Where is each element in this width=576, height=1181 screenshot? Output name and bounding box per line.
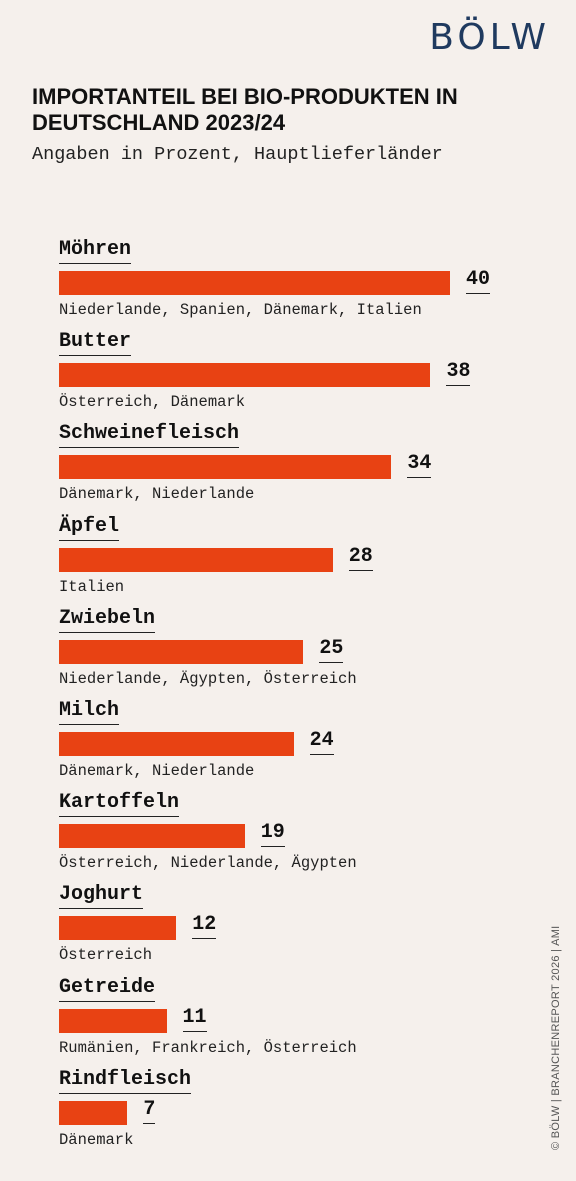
bar: [59, 824, 245, 849]
value-label: 11: [182, 1006, 207, 1032]
supplier-countries: Italien: [59, 577, 125, 596]
bar: [59, 547, 333, 572]
category-label: Getreide: [59, 976, 156, 1002]
bar: [59, 732, 294, 756]
value-label: 34: [407, 452, 432, 479]
supplier-countries: Österreich, Dänemark: [59, 393, 246, 412]
category-label: Butter: [59, 330, 132, 357]
bar: [59, 639, 304, 664]
category-label: Rindfleisch: [59, 1068, 192, 1094]
bar: [59, 363, 431, 388]
supplier-countries: Dänemark: [59, 1130, 134, 1149]
category-label: Milch: [59, 699, 120, 725]
category-label: Schweinefleisch: [59, 422, 240, 449]
value-label: 38: [446, 360, 471, 387]
supplier-countries: Niederlande, Spanien, Dänemark, Italien: [59, 301, 422, 319]
bar: [59, 916, 177, 941]
supplier-countries: Österreich, Niederlande, Ägypten: [59, 854, 357, 873]
value-label: 28: [348, 545, 373, 571]
bar: [59, 1100, 128, 1125]
supplier-countries: Österreich: [59, 946, 153, 965]
bar: [59, 271, 450, 295]
source-credit: © BÖLW | BRANCHENREPORT 2026 | AMI: [550, 925, 562, 1150]
value-label: 25: [319, 637, 344, 663]
supplier-countries: Dänemark, Niederlande: [59, 485, 255, 504]
bolw-logo: BÖLW: [429, 17, 550, 58]
value-label: 12: [192, 913, 217, 940]
category-label: Joghurt: [59, 883, 144, 910]
value-label: 24: [309, 729, 334, 755]
value-label: 40: [466, 268, 491, 294]
category-label: Zwiebeln: [59, 607, 156, 633]
bar: [59, 1008, 167, 1033]
value-label: 19: [260, 821, 285, 848]
chart-title: IMPORTANTEIL BEI BIO-PRODUKTEN IN DEUTSC…: [32, 84, 458, 135]
supplier-countries: Rumänien, Frankreich, Österreich: [59, 1038, 357, 1057]
supplier-countries: Dänemark, Niederlande: [59, 762, 255, 780]
value-label: 7: [143, 1098, 156, 1124]
category-label: Kartoffeln: [59, 791, 180, 818]
category-label: Äpfel: [59, 515, 120, 541]
bar: [59, 455, 392, 480]
chart-subtitle: Angaben in Prozent, Hauptlieferländer: [32, 144, 443, 165]
category-label: Möhren: [59, 238, 132, 264]
supplier-countries: Niederlande, Ägypten, Österreich: [59, 669, 357, 688]
